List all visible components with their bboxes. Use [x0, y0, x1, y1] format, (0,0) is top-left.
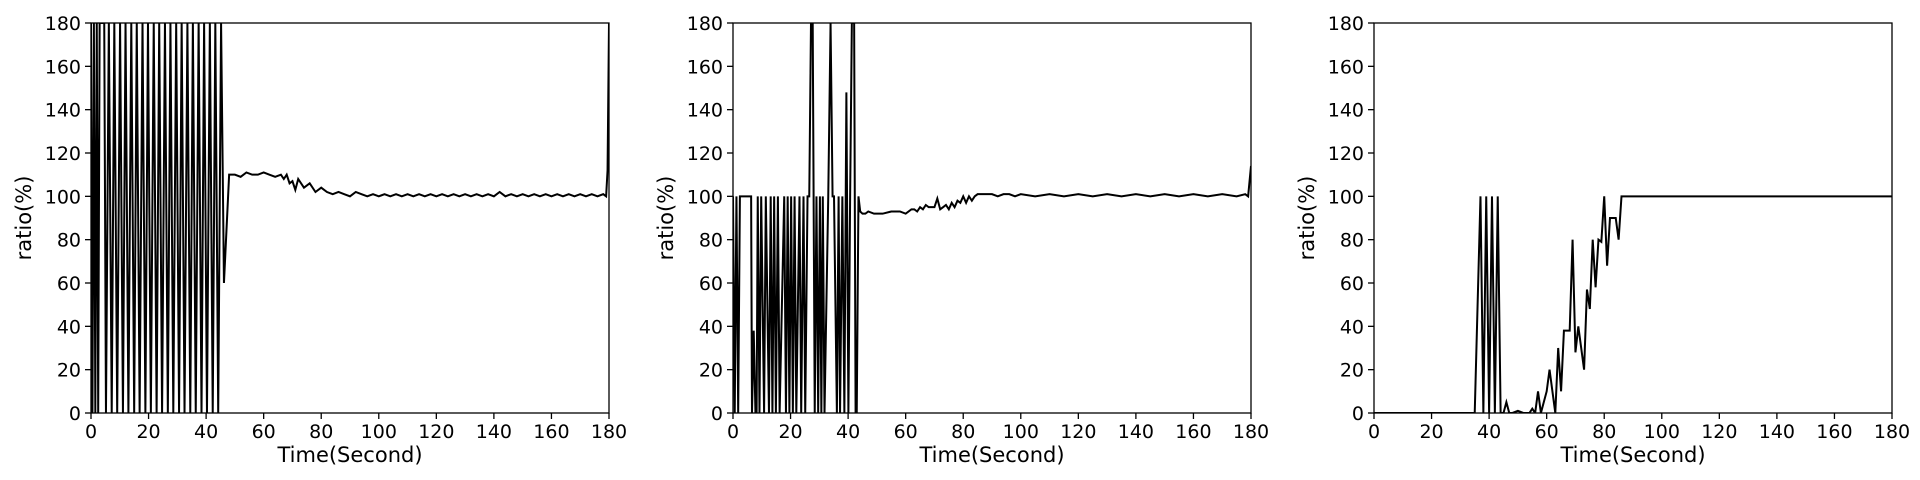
chart-panel-2: 0 20 40 60 80 100 120 140 160 180 0 20 40 60 80 100 120 1… — [654, 13, 1269, 467]
x-tick-label: 60 — [1535, 421, 1559, 443]
y-tick-label: 160 — [1328, 56, 1364, 78]
x-tick-label: 20 — [136, 421, 160, 443]
chart-panel-3: 0 20 40 60 80 100 120 140 160 180 0 20 40 60 80 100 120 1… — [1295, 13, 1910, 467]
y-tick-label: 0 — [1352, 403, 1364, 425]
y-tick-label: 100 — [687, 186, 723, 208]
y-tick-label: 60 — [699, 273, 723, 295]
x-tick-label: 180 — [1233, 421, 1269, 443]
x-axis-label: Time(Second) — [276, 443, 422, 467]
x-tick-label: 140 — [476, 421, 512, 443]
y-tick-label: 160 — [687, 56, 723, 78]
y-tick-label: 120 — [687, 143, 723, 165]
x-tick-label: 40 — [194, 421, 218, 443]
y-tick-label: 20 — [1340, 360, 1364, 382]
y-tick-label: 180 — [45, 13, 81, 35]
y-tick-label: 40 — [57, 316, 81, 338]
x-tick-label: 140 — [1759, 421, 1795, 443]
chart-panel-1: 0 20 40 60 80 100 120 140 160 180 0 20 40 60 80 100 120 1… — [12, 13, 627, 467]
y-tick-label: 100 — [45, 186, 81, 208]
x-tick-label: 120 — [1060, 421, 1096, 443]
series-line-1 — [1374, 195, 1892, 413]
x-axis-label: Time(Second) — [1559, 443, 1705, 467]
x-tick-label: 180 — [591, 421, 627, 443]
x-tick-label: 40 — [1477, 421, 1501, 443]
y-tick-label: 40 — [1340, 316, 1364, 338]
y-tick-label: 80 — [57, 230, 81, 252]
x-tick-label: 80 — [1592, 421, 1616, 443]
y-axis-label: ratio(%) — [1295, 176, 1319, 261]
y-tick-label: 140 — [687, 100, 723, 122]
plot-frame — [732, 22, 1252, 414]
x-tick-label: 40 — [836, 421, 860, 443]
y-axis-label: ratio(%) — [654, 176, 678, 261]
y-tick-label: 0 — [711, 403, 723, 425]
y-tick-label: 80 — [699, 230, 723, 252]
y-tick-label: 140 — [45, 100, 81, 122]
y-tick-label: 80 — [1340, 230, 1364, 252]
y-tick-label: 180 — [687, 13, 723, 35]
x-tick-label: 120 — [1701, 421, 1737, 443]
x-axis-label: Time(Second) — [918, 443, 1064, 467]
plot-frame — [90, 22, 610, 414]
x-tick-label: 80 — [309, 421, 333, 443]
y-tick-label: 40 — [699, 316, 723, 338]
y-tick-label: 20 — [699, 360, 723, 382]
plot-frame — [1373, 22, 1893, 414]
x-tick-label: 60 — [252, 421, 276, 443]
y-tick-label: 180 — [1328, 13, 1364, 35]
y-tick-label: 20 — [57, 360, 81, 382]
y-tick-label: 140 — [1328, 100, 1364, 122]
x-tick-label: 60 — [894, 421, 918, 443]
y-tick-label: 60 — [57, 273, 81, 295]
y-tick-label: 0 — [69, 403, 81, 425]
x-tick-label: 160 — [1175, 421, 1211, 443]
x-tick-label: 160 — [1816, 421, 1852, 443]
x-tick-label: 0 — [85, 421, 97, 443]
x-tick-label: 160 — [533, 421, 569, 443]
y-tick-label: 100 — [1328, 186, 1364, 208]
y-tick-label: 120 — [45, 143, 81, 165]
x-tick-label: 0 — [727, 421, 739, 443]
y-tick-label: 160 — [45, 56, 81, 78]
x-tick-label: 20 — [1419, 421, 1443, 443]
x-tick-label: 180 — [1874, 421, 1910, 443]
x-tick-label: 20 — [778, 421, 802, 443]
x-tick-label: 100 — [1644, 421, 1680, 443]
x-tick-label: 80 — [951, 421, 975, 443]
series-line-1 — [733, 23, 1251, 413]
y-axis-label: ratio(%) — [12, 176, 36, 261]
y-tick-label: 120 — [1328, 143, 1364, 165]
x-tick-label: 120 — [418, 421, 454, 443]
series-line-1 — [91, 23, 609, 413]
x-tick-label: 0 — [1368, 421, 1380, 443]
y-tick-label: 60 — [1340, 273, 1364, 295]
x-tick-label: 100 — [1003, 421, 1039, 443]
x-tick-label: 100 — [361, 421, 397, 443]
x-tick-label: 140 — [1118, 421, 1154, 443]
